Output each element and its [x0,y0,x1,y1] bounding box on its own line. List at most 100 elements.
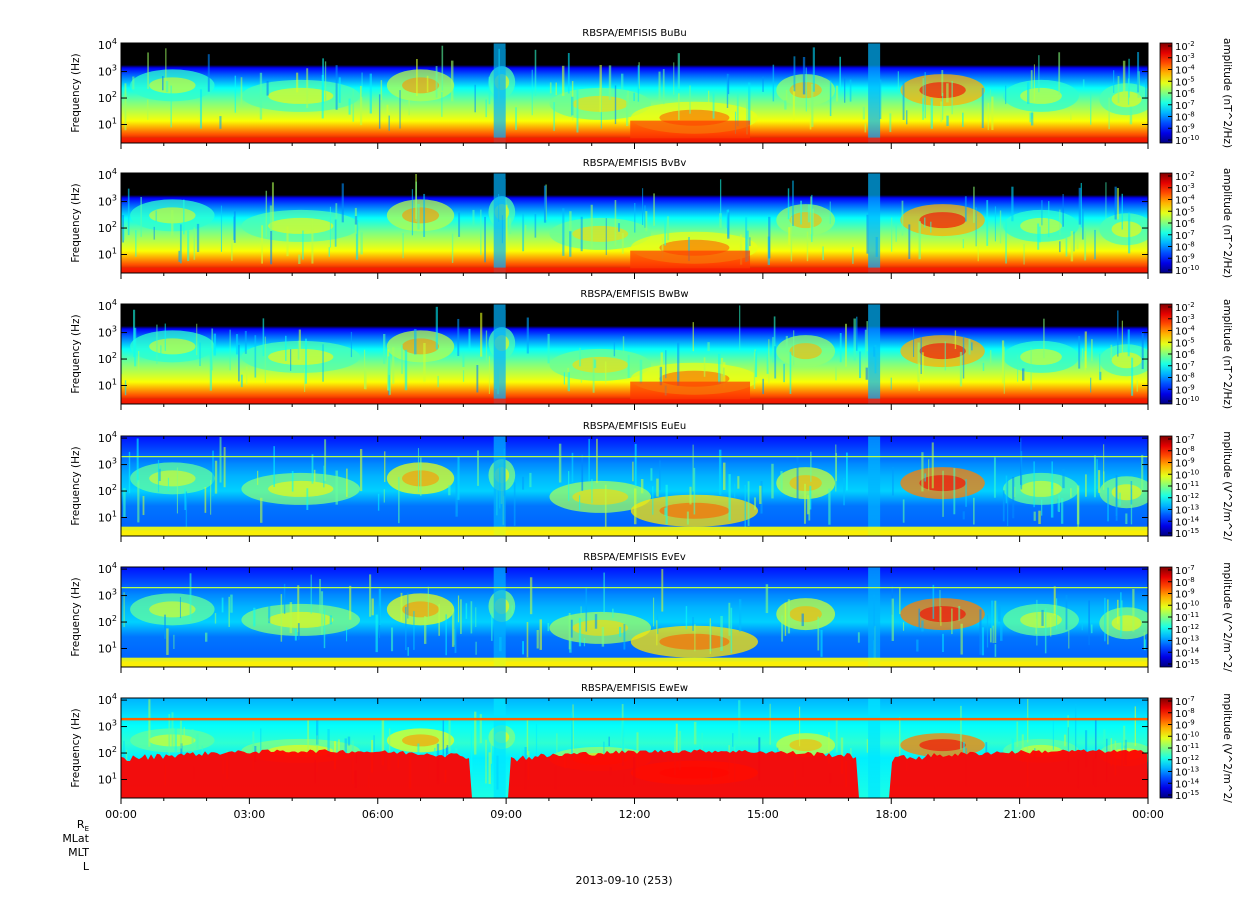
colorbar-tick-label: 10-8 [1175,576,1195,589]
emission-core [1020,217,1062,234]
low-freq-emission [630,120,751,139]
x-tick-label: 21:00 [1004,808,1036,821]
y-axis-label: Frequency (Hz) [70,183,82,262]
colorbar-tick-label: 10-7 [1175,564,1195,577]
colorbar-tick-label: 10-7 [1175,695,1195,708]
colorbar-tick-label: 10-10 [1175,599,1199,612]
broadband-burst [868,304,881,404]
colorbar-label: mplitude (V^2/m^2/ [1221,693,1233,803]
x-tick-label: 09:00 [490,808,522,821]
colorbar-tick-label: 10-9 [1175,122,1195,135]
emission-core [789,606,822,623]
colorbar-tick-label: 10-10 [1175,134,1199,147]
colorbar-tick-label: 10-12 [1175,623,1199,636]
colorbar-tick-label: 10-8 [1175,111,1195,124]
date-label: 2013-09-10 (253) [575,874,673,887]
colorbar-tick-label: 10-13 [1175,635,1199,648]
low-freq-band [121,137,1148,143]
colorbar-tick-label: 10-2 [1175,301,1195,314]
colorbar-tick-label: 10-10 [1175,395,1199,408]
y-tick-label: 102 [98,614,117,629]
broadband-burst [493,698,506,798]
spectrogram-image [121,567,1148,667]
y-tick-label: 102 [98,745,117,760]
colorbar-tick-label: 10-9 [1175,252,1195,265]
emission-core [919,739,966,752]
colorbar-tick-label: 10-10 [1175,730,1199,743]
broadband-burst [493,173,506,273]
y-axis-label: Frequency (Hz) [70,53,82,132]
colorbar-tick-label: 10-2 [1175,40,1195,53]
emission-core [919,606,966,623]
emission-core [572,488,629,505]
broadband-burst [493,436,506,536]
colorbar-tick-label: 10-14 [1175,777,1200,790]
panel-6: RBSPA/EMFISIS EwEw Frequency (Hz) 101 102 10… [70,683,1233,804]
colorbar-tick-label: 10-9 [1175,457,1195,470]
emission-core [268,480,334,497]
colorbar-tick-label: 10-3 [1175,182,1195,195]
emission-core [572,356,629,373]
colorbar-tick-label: 10-4 [1175,194,1195,207]
low-freq-emission [630,250,751,269]
emission-core [149,338,196,355]
colorbar-tick-label: 10-2 [1175,170,1195,183]
y-tick-label: 103 [98,64,117,79]
colorbar-tick-label: 10-3 [1175,52,1195,65]
y-tick-label: 104 [98,692,117,707]
emission-core [1111,352,1142,369]
colorbar-tick-label: 10-5 [1175,336,1195,349]
colorbar-tick-label: 10-7 [1175,229,1195,242]
colorbar-label: mplitude (V^2/m^2/ [1221,431,1233,541]
colorbar-tick-label: 10-7 [1175,360,1195,373]
panel-3: RBSPA/EMFISIS BwBw Frequency (Hz) 101 102 10… [70,289,1233,410]
colorbar-tick-label: 10-13 [1175,504,1199,517]
y-tick-label: 103 [98,194,117,209]
panel-5: RBSPA/EMFISIS EvEv Frequency (Hz) 101 102 10… [70,552,1233,673]
emission-core [789,212,822,229]
emission-core [149,470,196,487]
panel-title: RBSPA/EMFISIS BuBu [582,28,686,39]
y-tick-label: 101 [98,377,117,392]
broadband-burst [868,567,881,667]
emission-core [572,225,629,242]
mlt-label: MLT [68,846,89,859]
colorbar-tick-label: 10-15 [1175,658,1199,671]
broadband-burst [868,698,881,798]
broadband-burst [868,43,881,143]
x-tick-label: 12:00 [619,808,651,821]
y-axis-label: Frequency (Hz) [70,314,82,393]
panel-2: RBSPA/EMFISIS BvBv Frequency (Hz) 101 102 10… [70,158,1233,279]
spectrogram-image [121,436,1148,536]
low-freq-band [121,657,1148,667]
colorbar-tick-label: 10-5 [1175,205,1195,218]
colorbar-tick-label: 10-11 [1175,611,1199,624]
panel-title: RBSPA/EMFISIS EuEu [583,421,686,432]
colorbar-label: amplitude (nT^2/Hz) [1221,168,1233,278]
colorbar-tick-label: 10-9 [1175,719,1195,732]
spectrogram-image [121,304,1148,404]
x-tick-label: 18:00 [875,808,907,821]
emission-core [402,338,440,355]
emission-core [1111,221,1142,238]
panel-title: RBSPA/EMFISIS BwBw [580,289,688,300]
y-tick-label: 103 [98,588,117,603]
panel-title: RBSPA/EMFISIS EwEw [581,683,688,694]
y-tick-label: 104 [98,430,117,445]
emission-core [1020,87,1062,104]
y-tick-label: 101 [98,246,117,261]
colorbar-tick-label: 10-4 [1175,64,1195,77]
emission-core [919,343,966,360]
broadband-burst [493,567,506,667]
mlat-label: MLat [62,832,89,845]
y-tick-label: 103 [98,325,117,340]
colorbar-tick-label: 10-13 [1175,766,1199,779]
colorbar-tick-label: 10-14 [1175,646,1200,659]
emission-core [1020,348,1062,365]
y-tick-label: 102 [98,90,117,105]
x-tick-label: 06:00 [362,808,394,821]
panel-1: RBSPA/EMFISIS BuBu Frequency (Hz) 101 102 10… [70,28,1233,149]
y-tick-label: 101 [98,640,117,655]
colorbar-tick-label: 10-8 [1175,241,1195,254]
y-axis-label: Frequency (Hz) [70,446,82,525]
